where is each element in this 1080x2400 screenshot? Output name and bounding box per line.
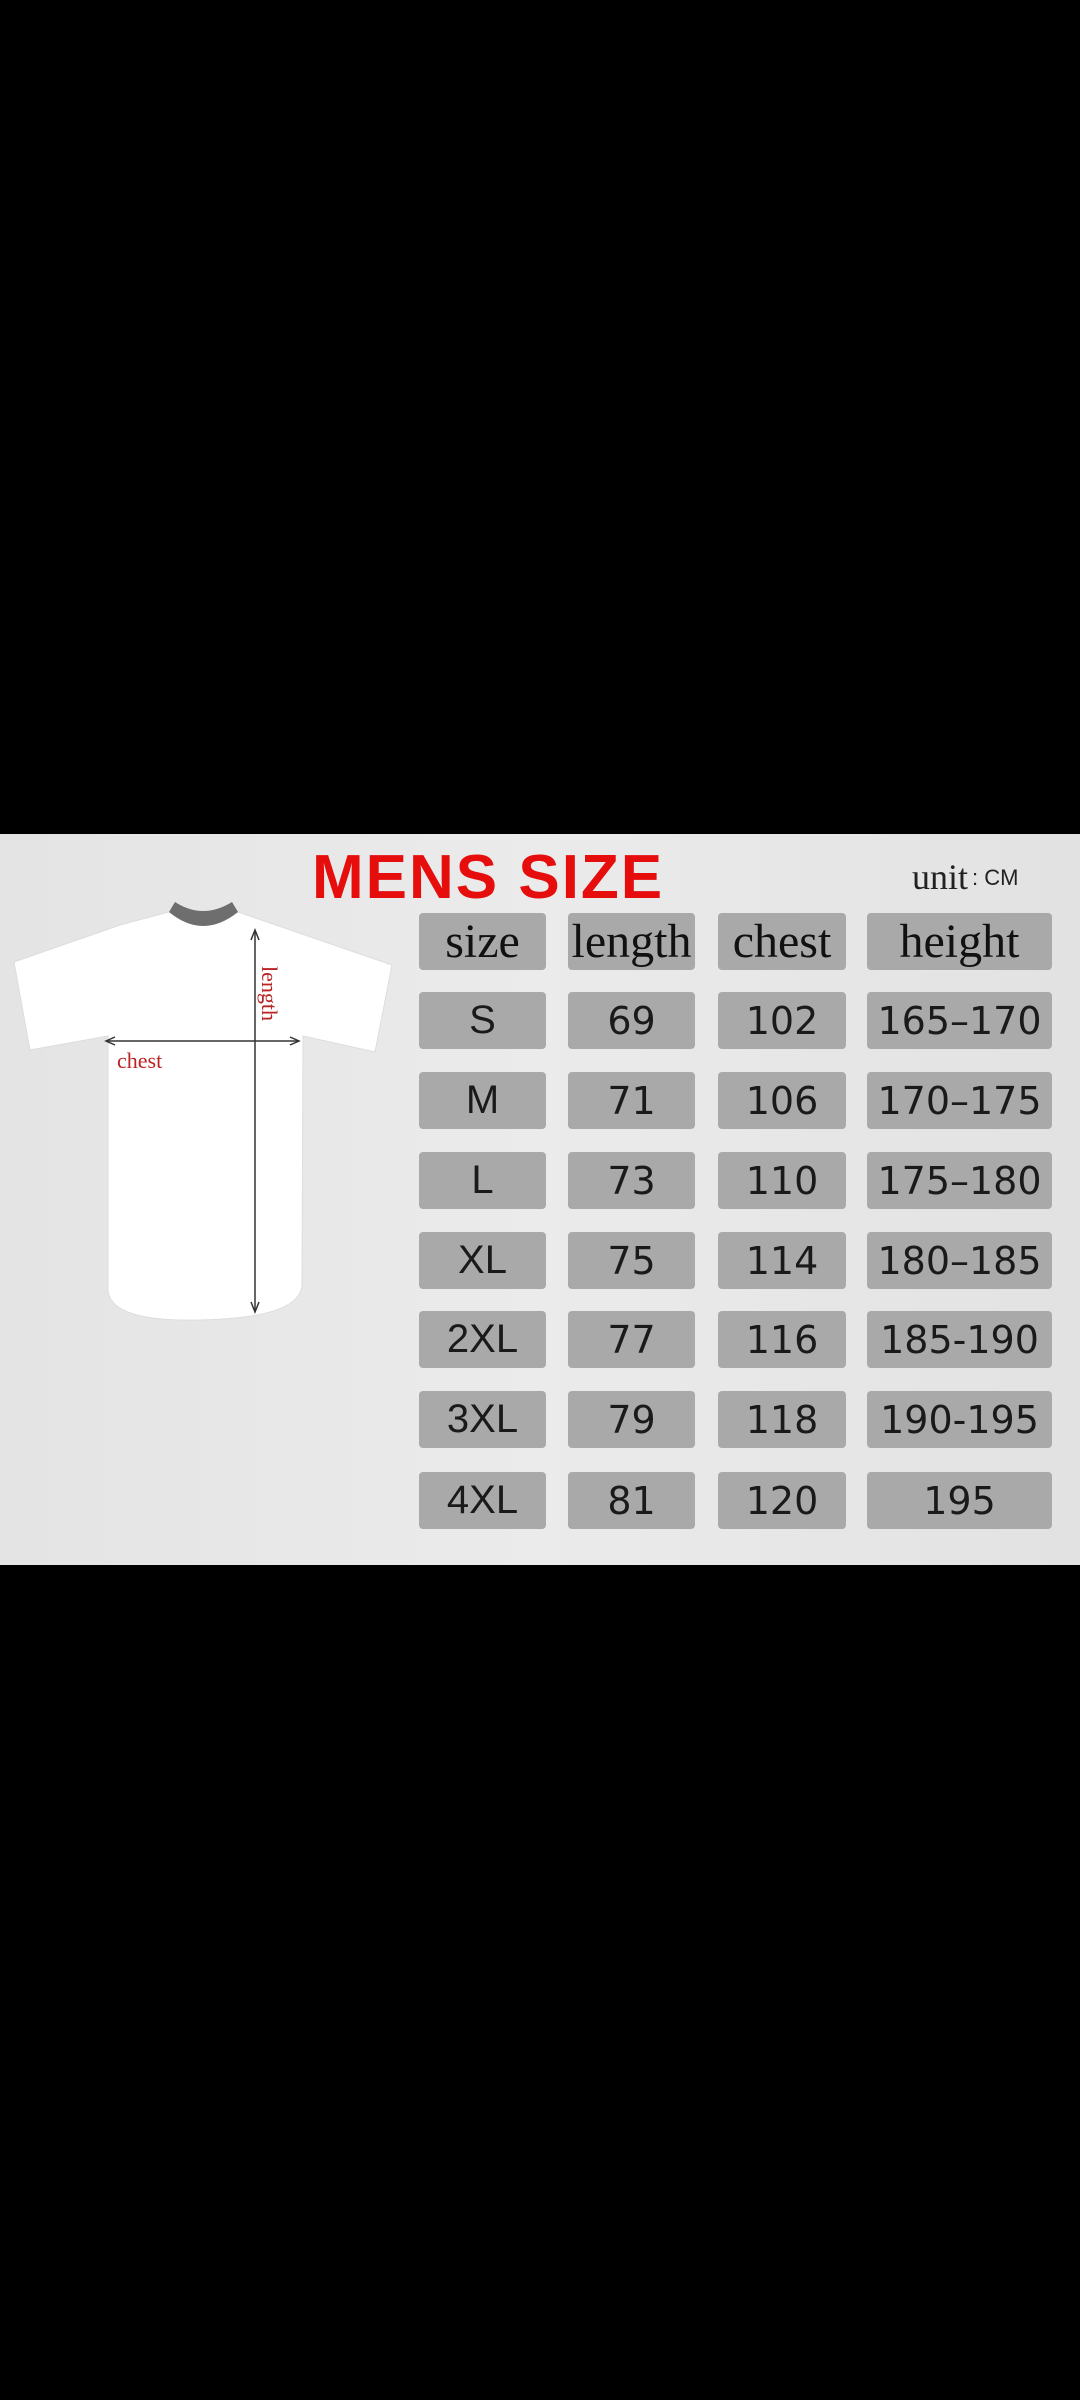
cell-height: 170–175 xyxy=(867,1072,1052,1129)
header-height: height xyxy=(867,913,1052,970)
cell-size: M xyxy=(419,1072,546,1129)
cell-size: 3XL xyxy=(419,1391,546,1448)
tshirt-diagram: chest length xyxy=(13,902,393,1321)
cell-chest: 118 xyxy=(718,1391,846,1448)
cell-length: 73 xyxy=(568,1152,695,1209)
cell-chest: 102 xyxy=(718,992,846,1049)
length-label: length xyxy=(257,966,282,1021)
cell-height: 190-195 xyxy=(867,1391,1052,1448)
cell-height: 185-190 xyxy=(867,1311,1052,1368)
chart-title: MENS SIZE xyxy=(312,843,665,912)
cell-height: 180–185 xyxy=(867,1232,1052,1289)
cell-size: L xyxy=(419,1152,546,1209)
tshirt-collar xyxy=(169,902,238,926)
cell-chest: 114 xyxy=(718,1232,846,1289)
header-chest: chest xyxy=(718,913,846,970)
cell-length: 75 xyxy=(568,1232,695,1289)
cell-size: 2XL xyxy=(419,1311,546,1368)
cell-length: 71 xyxy=(568,1072,695,1129)
cell-length: 81 xyxy=(568,1472,695,1529)
chest-label: chest xyxy=(117,1048,162,1073)
header-size: size xyxy=(419,913,546,970)
cell-length: 77 xyxy=(568,1311,695,1368)
cell-chest: 116 xyxy=(718,1311,846,1368)
cell-size: S xyxy=(419,992,546,1049)
cell-length: 79 xyxy=(568,1391,695,1448)
unit-label: unit: CM xyxy=(912,856,1018,898)
cell-height: 195 xyxy=(867,1472,1052,1529)
unit-text: unit xyxy=(912,857,969,897)
cell-size: XL xyxy=(419,1232,546,1289)
tshirt-body xyxy=(13,911,393,1321)
cell-height: 165–170 xyxy=(867,992,1052,1049)
cell-size: 4XL xyxy=(419,1472,546,1529)
cell-length: 69 xyxy=(568,992,695,1049)
cell-chest: 106 xyxy=(718,1072,846,1129)
cell-chest: 110 xyxy=(718,1152,846,1209)
cell-height: 175–180 xyxy=(867,1152,1052,1209)
cell-chest: 120 xyxy=(718,1472,846,1529)
unit-value: : CM xyxy=(972,865,1019,890)
header-length: length xyxy=(568,913,695,970)
